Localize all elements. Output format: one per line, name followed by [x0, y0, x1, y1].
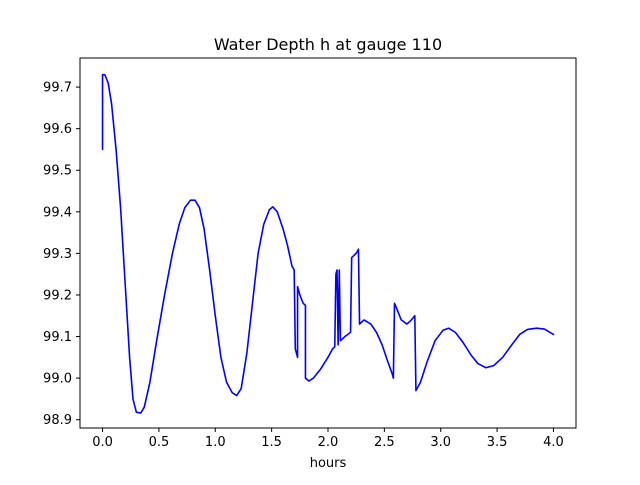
y-tick-label: 99.7 — [43, 81, 72, 96]
x-tick-label: 2.5 — [374, 435, 395, 450]
water-depth-series-line — [101, 73, 555, 414]
x-tick-label: 3.0 — [430, 435, 451, 450]
x-tick-label: 4.0 — [543, 435, 564, 450]
x-axis-ticks: 0.0 0.5 1.0 1.5 2.0 2.5 3.0 3.5 4.0 — [92, 428, 564, 450]
y-tick-label: 99.1 — [43, 330, 72, 345]
x-tick-label: 1.5 — [261, 435, 282, 450]
chart-title: Water Depth h at gauge 110 — [214, 35, 442, 54]
x-axis-label: hours — [310, 456, 347, 471]
y-tick-label: 99.4 — [43, 205, 72, 220]
x-tick-label: 3.5 — [487, 435, 508, 450]
series-layer — [101, 73, 555, 414]
x-tick-label: 0.5 — [149, 435, 170, 450]
x-tick-label: 0.0 — [92, 435, 113, 450]
y-tick-label: 99.0 — [43, 372, 72, 387]
y-tick-label: 98.9 — [43, 413, 72, 428]
x-tick-label: 1.0 — [205, 435, 226, 450]
y-axis-ticks: 98.9 99.0 99.1 99.2 99.3 99.4 99.5 99.6 99.7 — [43, 81, 80, 428]
y-tick-label: 99.5 — [43, 164, 72, 179]
y-tick-label: 99.6 — [43, 122, 72, 137]
y-tick-label: 99.3 — [43, 247, 72, 262]
x-tick-label: 2.0 — [318, 435, 339, 450]
y-tick-label: 99.2 — [43, 288, 72, 303]
